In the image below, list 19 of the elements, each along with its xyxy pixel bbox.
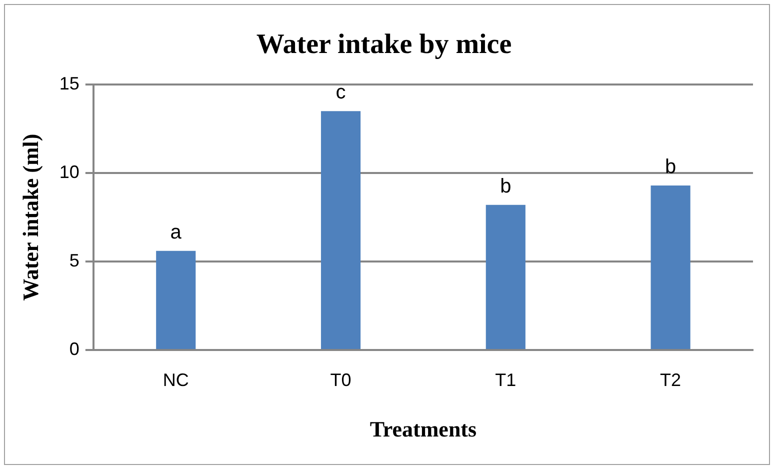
- y-axis-title: Water intake (ml): [18, 134, 43, 301]
- y-tick-label: 10: [59, 162, 80, 182]
- bar: [320, 111, 361, 349]
- x-tick-label: T2: [660, 370, 682, 390]
- annotation: b: [500, 175, 512, 198]
- x-tick-label: T1: [495, 370, 516, 390]
- y-tick-label: 5: [69, 250, 80, 270]
- chart-title: Water intake by mice: [256, 29, 512, 60]
- x-tick-label: NC: [162, 370, 189, 390]
- x-tick-label: T0: [330, 370, 352, 390]
- bar: [156, 250, 196, 349]
- annotation: a: [170, 221, 182, 244]
- annotation: c: [336, 82, 346, 104]
- bar: [486, 204, 526, 349]
- annotation: b: [664, 156, 676, 178]
- y-tick-label: 0: [69, 338, 80, 359]
- x-axis-title: Treatments: [370, 416, 478, 442]
- bar: [650, 185, 690, 349]
- y-tick-label: 15: [59, 74, 80, 94]
